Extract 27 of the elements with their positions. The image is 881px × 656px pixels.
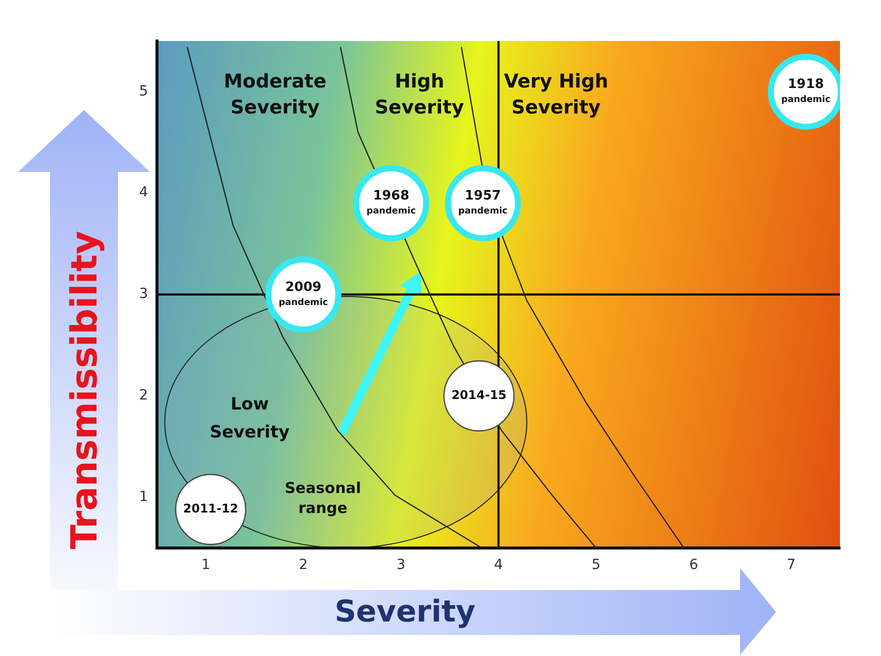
annotation: 2009 pandemic: [278, 280, 328, 308]
y-tick-label: 5: [139, 83, 148, 100]
x-tick-label: 6: [689, 557, 698, 574]
y-axis-title: Transmissibility: [64, 230, 106, 550]
x-tick-label: 4: [494, 557, 504, 574]
x-tick-label: 2: [298, 557, 308, 574]
x-tick-label: 5: [592, 557, 601, 574]
x-tick-label: 3: [396, 557, 406, 574]
annotation: Moderate Severity: [224, 70, 326, 119]
annotation: 1968 pandemic: [366, 188, 416, 217]
annotation: High Severity: [374, 70, 465, 119]
y-tick-label: 3: [139, 286, 148, 302]
point: [175, 474, 246, 546]
x-tick-label: 1: [201, 557, 210, 574]
annotation: 1918 pandemic: [781, 77, 830, 106]
y-tick-label: 2: [139, 388, 148, 404]
y-tick-label: 1: [139, 488, 148, 505]
annotation: Low Severity: [210, 394, 290, 443]
annotation: 2011-12: [183, 502, 238, 516]
annotation: 1957 pandemic: [458, 188, 508, 217]
y-tick-label: 4: [139, 184, 148, 201]
annotation: Seasonal range: [284, 479, 362, 518]
x-axis-title: Severity: [334, 594, 476, 630]
x-tick-label: 7: [786, 557, 796, 574]
point: [443, 360, 515, 432]
annotation: 2014-15: [451, 388, 507, 402]
annotation: Very High Severity: [504, 70, 608, 119]
